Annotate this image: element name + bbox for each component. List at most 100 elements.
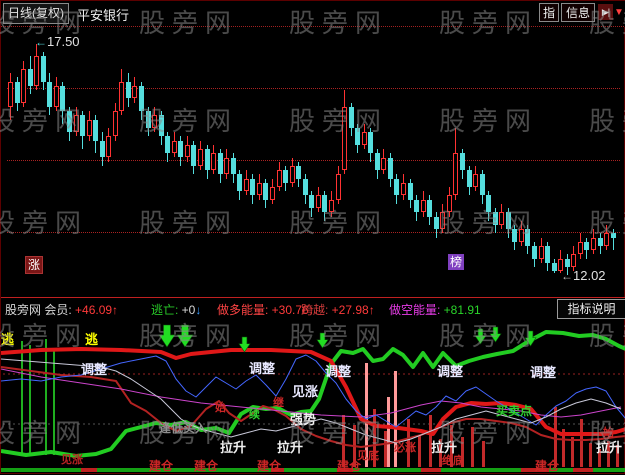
candle-body <box>368 132 373 154</box>
candle-body <box>191 144 196 166</box>
signal-strip-segment <box>271 468 284 472</box>
candle-body <box>604 233 609 247</box>
red-volume-bar <box>429 415 432 467</box>
signal-annotation: 调整 <box>437 364 464 379</box>
candle-body <box>231 157 236 175</box>
candle-body <box>270 187 275 200</box>
candle-body <box>87 119 92 137</box>
signal-strip-segment <box>97 468 271 472</box>
info-button[interactable]: 信息 <box>561 3 595 22</box>
sell-down-arrow-icon <box>176 324 194 348</box>
signal-annotation: 见涨 <box>292 384 319 399</box>
candle-body <box>74 115 79 133</box>
candle-body <box>355 127 360 145</box>
candle-body <box>224 157 229 175</box>
indicator-header-item: 跨越: +27.98↑ <box>301 301 375 318</box>
signal-strip-segment <box>353 468 421 472</box>
sell-down-arrow-icon <box>158 324 176 348</box>
candle-body <box>558 258 563 272</box>
red-volume-bar <box>554 407 557 467</box>
indicator-label: 跨越: <box>301 303 329 317</box>
signal-annotation: 建仓 <box>149 459 174 473</box>
candle-body <box>453 153 458 196</box>
candle-body <box>185 144 190 158</box>
candle-body <box>15 81 20 103</box>
red-volume-bar <box>418 435 421 467</box>
price-gridline <box>7 160 620 161</box>
signal-annotation: 调整 <box>81 362 108 377</box>
candle-wick <box>613 229 614 251</box>
indicator-header-item: 做多能量: +30.76↑ <box>217 301 315 318</box>
signal-annotation: 绝底 <box>442 455 464 467</box>
candle-body <box>584 241 589 251</box>
candlestick-chart[interactable]: ←17.50 ←12.02 <box>1 28 625 297</box>
signal-annotation: 拉升 <box>596 440 623 455</box>
indicator-line-thick-green <box>1 330 625 458</box>
signal-annotation: 调整 <box>249 361 276 376</box>
candle-body <box>460 153 465 171</box>
indicator-line-magenta <box>1 368 622 418</box>
signal-annotation: 建仓 <box>337 459 362 473</box>
candle-body <box>67 111 72 133</box>
signal-annotation: 拉升 <box>220 440 247 455</box>
indicator-line-blue <box>1 354 625 428</box>
red-volume-bar <box>439 439 442 467</box>
marquee-badge-bang: 榜 <box>448 254 464 270</box>
sell-down-arrow-icon <box>524 330 537 347</box>
candle-body <box>388 157 393 179</box>
indicator-value: +0 <box>178 303 196 317</box>
candle-body <box>467 170 472 187</box>
candle-body <box>28 68 33 86</box>
sell-down-arrow-icon <box>489 326 502 343</box>
red-volume-bar <box>373 409 376 467</box>
indicator-label: 做多能量: <box>217 303 269 317</box>
indicator-panel[interactable]: 逃逃调整 调整 调整 调整 调整 见涨 强势 拉升 拉升 拉升 拉升 买卖点 逢低买入始续继见底 必涨 绝底… <box>1 319 625 475</box>
signal-annotation: 建仓 <box>257 459 282 473</box>
candle-body <box>611 233 616 238</box>
signal-annotation: 续 <box>249 409 260 421</box>
signal-strip-segment <box>284 468 337 472</box>
candle-body <box>394 178 399 196</box>
candle-body <box>349 106 354 128</box>
low-price-label: ←12.02 <box>561 268 606 283</box>
candle-body <box>545 246 550 263</box>
candle-body <box>552 262 557 272</box>
candle-body <box>329 199 334 213</box>
marquee-badge-zhang: 涨 <box>25 256 43 274</box>
indicator-value: +81.91 <box>440 303 481 317</box>
title-bar: 日线(复权) 平安银行 指 信息 ▶| ▼ <box>1 1 625 27</box>
candle-body <box>146 111 151 128</box>
red-volume-bar <box>571 437 574 467</box>
candle-body <box>414 199 419 213</box>
signal-strip-segment <box>593 468 625 472</box>
candle-body <box>283 170 288 183</box>
candle-body <box>322 195 327 213</box>
signal-annotation: 调整 <box>325 364 352 379</box>
price-gridline <box>7 88 620 89</box>
stock-name: 平安银行 <box>77 8 130 23</box>
signal-annotation: 拉升 <box>277 440 304 455</box>
red-volume-bar <box>342 415 345 467</box>
candle-body <box>427 199 432 217</box>
sell-down-arrow-icon <box>316 332 329 349</box>
candle-body <box>41 56 46 82</box>
signal-annotation: 拉升 <box>431 440 458 455</box>
trend-arrow-icon: ↓ <box>195 303 202 317</box>
indicator-help-button[interactable]: 指标说明 <box>557 299 625 319</box>
green-volume-bar <box>29 345 31 455</box>
signal-strip-segment <box>441 468 521 472</box>
red-volume-bar <box>562 429 565 467</box>
indicator-button[interactable]: 指 <box>539 3 559 22</box>
next-icon[interactable]: ▶| <box>598 4 613 20</box>
indicator-label: 股旁网 会员: <box>5 303 72 317</box>
candle-body <box>525 229 530 247</box>
candle-body <box>152 115 157 128</box>
indicator-line-white <box>1 358 622 444</box>
candle-body <box>218 153 223 175</box>
dropdown-icon[interactable]: ▼ <box>614 7 624 18</box>
signal-strip-segment <box>573 468 593 472</box>
period-selector[interactable]: 日线(复权) <box>3 3 69 24</box>
green-volume-bar <box>53 349 55 455</box>
high-price-label: ←17.50 <box>35 34 80 49</box>
candle-body <box>237 174 242 192</box>
